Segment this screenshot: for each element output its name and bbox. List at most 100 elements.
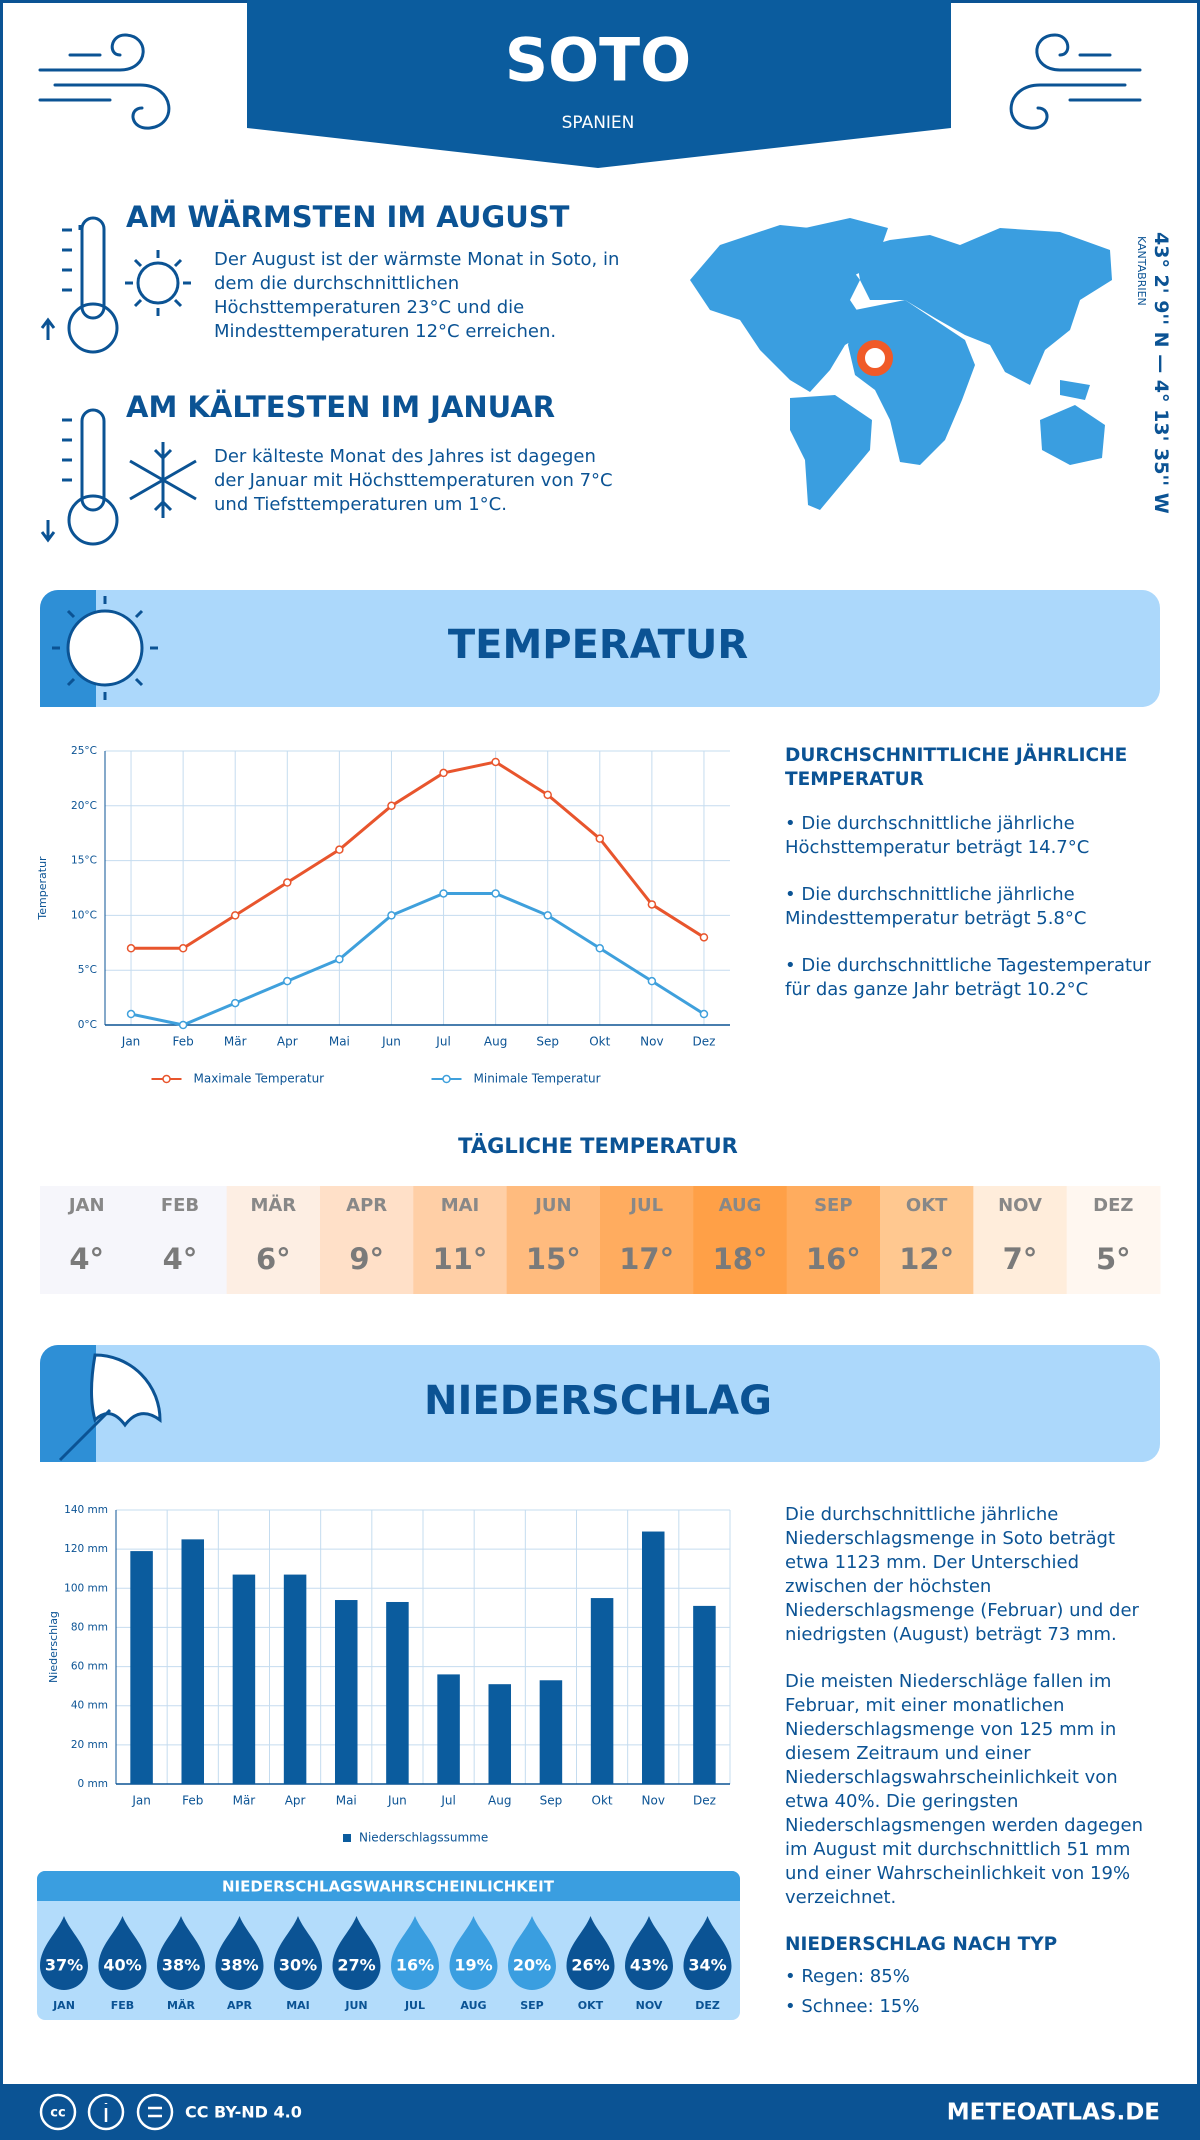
- table-cell: [413, 1186, 508, 1294]
- type-item: • Schnee: 15%: [785, 1996, 920, 2017]
- drop: [508, 1916, 556, 1990]
- probability-box: [37, 1871, 740, 2020]
- temperature-value: 9°: [349, 1242, 384, 1276]
- x-tick-label: Dez: [692, 1035, 715, 1049]
- temperature-banner: [40, 590, 1160, 707]
- y-tick-label: 20°C: [71, 800, 97, 812]
- type-title: NIEDERSCHLAG NACH TYP: [785, 1934, 1058, 1955]
- y-tick-label: 80 mm: [71, 1621, 108, 1633]
- probability-header: [37, 1871, 740, 1901]
- point: [595, 944, 605, 953]
- point: [126, 1009, 136, 1019]
- point: [126, 944, 136, 953]
- y-tick-label: 120 mm: [64, 1543, 108, 1555]
- table-cell: [506, 1186, 601, 1294]
- precipitation-banner: [40, 1345, 1160, 1462]
- x-tick-label: Nov: [640, 1035, 663, 1049]
- umbrella-icon: [58, 1353, 162, 1462]
- month-label: JAN: [52, 1999, 75, 2012]
- month-label: MÄR: [167, 1998, 195, 2012]
- x-tick-label: Jul: [440, 1794, 455, 1808]
- temperature-value: 17°: [619, 1242, 674, 1276]
- point: [699, 1009, 709, 1019]
- month-label: DEZ: [1093, 1195, 1133, 1216]
- x-tick-label: Aug: [488, 1794, 511, 1808]
- table-cell: [1066, 1186, 1161, 1294]
- legend-swatch: [343, 1834, 351, 1842]
- probability-value: 20%: [513, 1956, 551, 1975]
- temperature-summary: DURCHSCHNITTLICHE JÄHRLICHE TEMPERATUR •…: [785, 744, 1160, 1025]
- x-tick-label: Mai: [329, 1035, 350, 1049]
- drop: [683, 1916, 732, 1991]
- wind-icon-left: [38, 33, 171, 130]
- y-tick-label: 15°C: [71, 855, 97, 867]
- x-tick-label: Feb: [173, 1035, 194, 1049]
- legend-swatch: [442, 1074, 451, 1084]
- x-tick-label: Jul: [435, 1035, 450, 1049]
- coldest-text: Der kälteste Monat des Jahres ist dagege…: [214, 446, 613, 515]
- drop: [40, 1916, 88, 1990]
- precipitation-text: Die durchschnittliche jährliche Niedersc…: [785, 1503, 1160, 2019]
- drop: [625, 1916, 673, 1990]
- legend-swatch: [162, 1074, 171, 1084]
- legend-label: Maximale Temperatur: [194, 1072, 325, 1086]
- point: [699, 933, 709, 942]
- y-tick-label: 0°C: [78, 1019, 97, 1031]
- month-label: JUN: [533, 1195, 571, 1216]
- month-label: OKT: [906, 1195, 948, 1216]
- temperature-value: 16°: [806, 1242, 861, 1276]
- y-axis-label: Temperatur: [36, 856, 49, 921]
- type-item: • Regen: 85%: [785, 1966, 910, 1987]
- bar: [488, 1684, 512, 1784]
- paragraph: Die meisten Niederschläge fallen im Febr…: [785, 1671, 1143, 1908]
- summary-item: • Die durchschnittliche jährliche Höchst…: [785, 813, 1090, 858]
- temperature-value: 7°: [1003, 1242, 1038, 1276]
- temperature-value: 5°: [1096, 1242, 1131, 1276]
- probability-value: 38%: [220, 1956, 258, 1975]
- footer-bar: [0, 2084, 1200, 2140]
- month-label: NOV: [636, 1999, 663, 2012]
- coldest-title: AM KÄLTESTEN IM JANUAR: [126, 390, 556, 424]
- table-cell: [40, 1186, 134, 1294]
- month-label: JUL: [628, 1195, 663, 1216]
- y-tick-label: 140 mm: [64, 1504, 108, 1516]
- point: [491, 889, 500, 898]
- x-tick-label: Jan: [121, 1035, 141, 1049]
- probability-value: 26%: [571, 1956, 609, 1975]
- month-label: MAI: [286, 1999, 310, 2012]
- temperature-value: 4°: [163, 1242, 198, 1276]
- x-tick-label: Jun: [387, 1794, 407, 1808]
- header-banner: [247, 0, 951, 168]
- table-cell: [226, 1186, 321, 1294]
- month-label: APR: [346, 1195, 387, 1216]
- x-tick-label: Apr: [277, 1035, 298, 1049]
- month-label: AUG: [460, 1999, 486, 2012]
- point: [647, 976, 657, 986]
- point: [647, 900, 657, 909]
- summary-item: • Die durchschnittliche jährliche Mindes…: [785, 884, 1087, 929]
- page-title: SOTO: [505, 26, 691, 96]
- month-label: SEP: [814, 1195, 852, 1216]
- month-label: FEB: [111, 1999, 134, 2012]
- point: [178, 1020, 188, 1030]
- bar: [641, 1531, 665, 1784]
- x-tick-label: Jun: [381, 1035, 401, 1049]
- point: [335, 845, 344, 854]
- y-tick-label: 10°C: [71, 909, 97, 921]
- y-tick-label: 60 mm: [71, 1661, 108, 1673]
- point: [230, 998, 240, 1008]
- month-label: APR: [227, 1999, 253, 2012]
- thermometer-cold-icon: [40, 408, 197, 546]
- point: [439, 768, 448, 778]
- coordinates: 43° 2' 9'' N — 4° 13' 35'' W: [1150, 232, 1172, 514]
- point: [230, 911, 240, 920]
- month-label: JAN: [67, 1195, 105, 1216]
- summary-item: • Die durchschnittliche Tagestemperatur …: [785, 955, 1151, 1000]
- warmest-text: Der August ist der wärmste Monat in Soto…: [214, 249, 620, 342]
- month-label: JUN: [344, 1999, 367, 2012]
- temperature-value: 6°: [256, 1242, 291, 1276]
- section-heading: NIEDERSCHLAG: [424, 1378, 772, 1424]
- x-tick-label: Okt: [589, 1035, 610, 1049]
